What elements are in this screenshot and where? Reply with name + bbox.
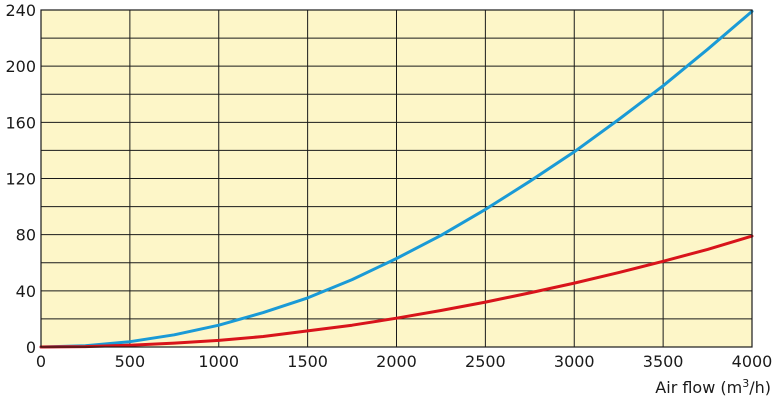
x-tick-label: 0 xyxy=(36,352,46,371)
axes xyxy=(40,9,753,348)
x-axis-title-text: Air flow (m xyxy=(655,378,742,397)
x-tick-label: 2500 xyxy=(465,352,506,371)
x-tick-label: 1000 xyxy=(198,352,239,371)
series-group xyxy=(39,9,754,349)
y-tick-label: 160 xyxy=(5,113,36,132)
y-tick-label: 80 xyxy=(16,226,36,245)
y-tick-label: 40 xyxy=(16,282,36,301)
x-tick-label: 1500 xyxy=(287,352,328,371)
x-axis-title: Air flow (m3/h) xyxy=(655,377,771,398)
x-axis-title-superscript: 3 xyxy=(742,377,749,390)
y-tick-label: 120 xyxy=(5,170,36,189)
x-tick-label: 3000 xyxy=(554,352,595,371)
tick-labels: 0 500 1000 1500 2000 2500 3000 3500 4000 0 40 80 120… xyxy=(5,1,772,371)
grid-lines xyxy=(41,10,752,347)
x-axis-title-tail: /h) xyxy=(749,378,771,397)
y-tick-label: 0 xyxy=(26,338,36,357)
x-tick-label: 3500 xyxy=(643,352,684,371)
series-line-1 xyxy=(39,9,754,349)
x-tick-label: 2000 xyxy=(376,352,417,371)
x-tick-label: 4000 xyxy=(732,352,773,371)
x-tick-label: 500 xyxy=(115,352,146,371)
plot-border xyxy=(40,9,753,348)
y-tick-label: 200 xyxy=(5,57,36,76)
series-line-2 xyxy=(39,234,754,349)
y-tick-label: 240 xyxy=(5,1,36,20)
